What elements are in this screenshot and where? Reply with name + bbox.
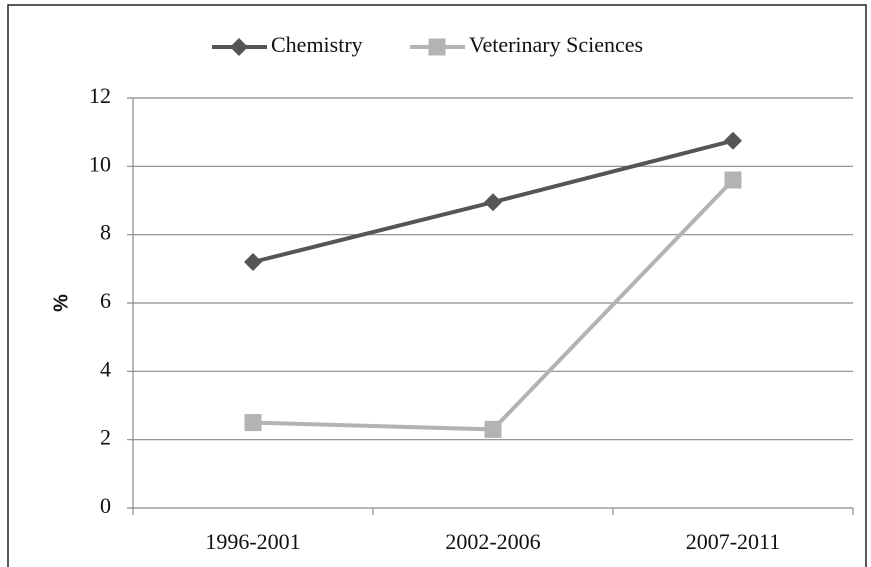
marker [244,414,262,432]
y-tick-label: 0 [100,493,111,518]
chart-frame [7,4,867,567]
y-tick-label: 6 [100,288,111,313]
marker [484,420,502,438]
legend-label: Chemistry [271,32,363,57]
marker [230,38,248,56]
marker [724,131,742,150]
x-tick-label: 2007-2011 [686,529,781,554]
marker [244,253,262,271]
marker [428,38,446,56]
y-tick-label: 2 [100,425,111,450]
marker [724,171,742,189]
legend-label: Veterinary Sciences [469,32,643,57]
y-tick-label: 8 [100,220,111,245]
y-tick-label: 12 [89,83,111,108]
y-tick-label: 4 [100,356,111,381]
y-tick-label: 10 [89,151,111,176]
x-tick-label: 1996-2001 [205,529,300,554]
y-axis-label: % [50,294,72,312]
x-tick-label: 2002-2006 [445,529,540,554]
marker [484,193,502,212]
